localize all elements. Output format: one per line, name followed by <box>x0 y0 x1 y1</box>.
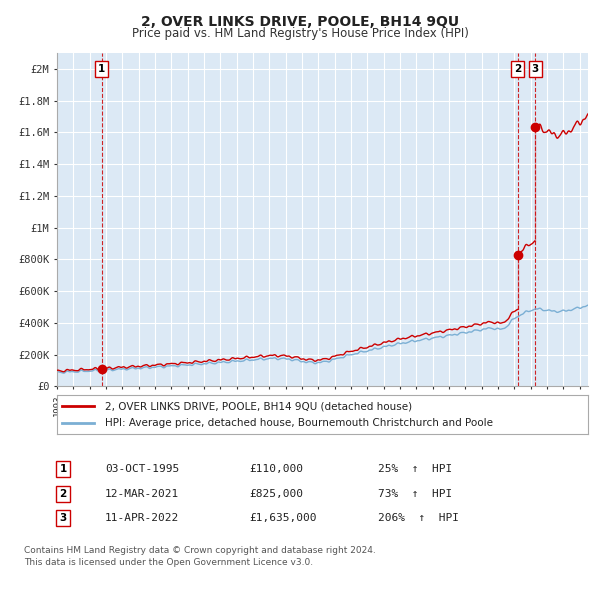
Text: 25%  ↑  HPI: 25% ↑ HPI <box>378 464 452 474</box>
Text: This data is licensed under the Open Government Licence v3.0.: This data is licensed under the Open Gov… <box>24 558 313 566</box>
Text: 03-OCT-1995: 03-OCT-1995 <box>105 464 179 474</box>
Text: £1,635,000: £1,635,000 <box>249 513 317 523</box>
Text: 73%  ↑  HPI: 73% ↑ HPI <box>378 489 452 499</box>
Text: 1: 1 <box>98 64 106 74</box>
Text: 3: 3 <box>532 64 539 74</box>
Text: 2: 2 <box>514 64 521 74</box>
Text: 11-APR-2022: 11-APR-2022 <box>105 513 179 523</box>
Text: 1: 1 <box>59 464 67 474</box>
Text: 2, OVER LINKS DRIVE, POOLE, BH14 9QU: 2, OVER LINKS DRIVE, POOLE, BH14 9QU <box>141 15 459 29</box>
Text: 206%  ↑  HPI: 206% ↑ HPI <box>378 513 459 523</box>
Text: 2, OVER LINKS DRIVE, POOLE, BH14 9QU (detached house): 2, OVER LINKS DRIVE, POOLE, BH14 9QU (de… <box>105 401 412 411</box>
Text: £110,000: £110,000 <box>249 464 303 474</box>
Text: Price paid vs. HM Land Registry's House Price Index (HPI): Price paid vs. HM Land Registry's House … <box>131 27 469 40</box>
Text: 3: 3 <box>59 513 67 523</box>
Text: 12-MAR-2021: 12-MAR-2021 <box>105 489 179 499</box>
Text: HPI: Average price, detached house, Bournemouth Christchurch and Poole: HPI: Average price, detached house, Bour… <box>105 418 493 428</box>
Text: £825,000: £825,000 <box>249 489 303 499</box>
Text: 2: 2 <box>59 489 67 499</box>
Text: Contains HM Land Registry data © Crown copyright and database right 2024.: Contains HM Land Registry data © Crown c… <box>24 546 376 555</box>
